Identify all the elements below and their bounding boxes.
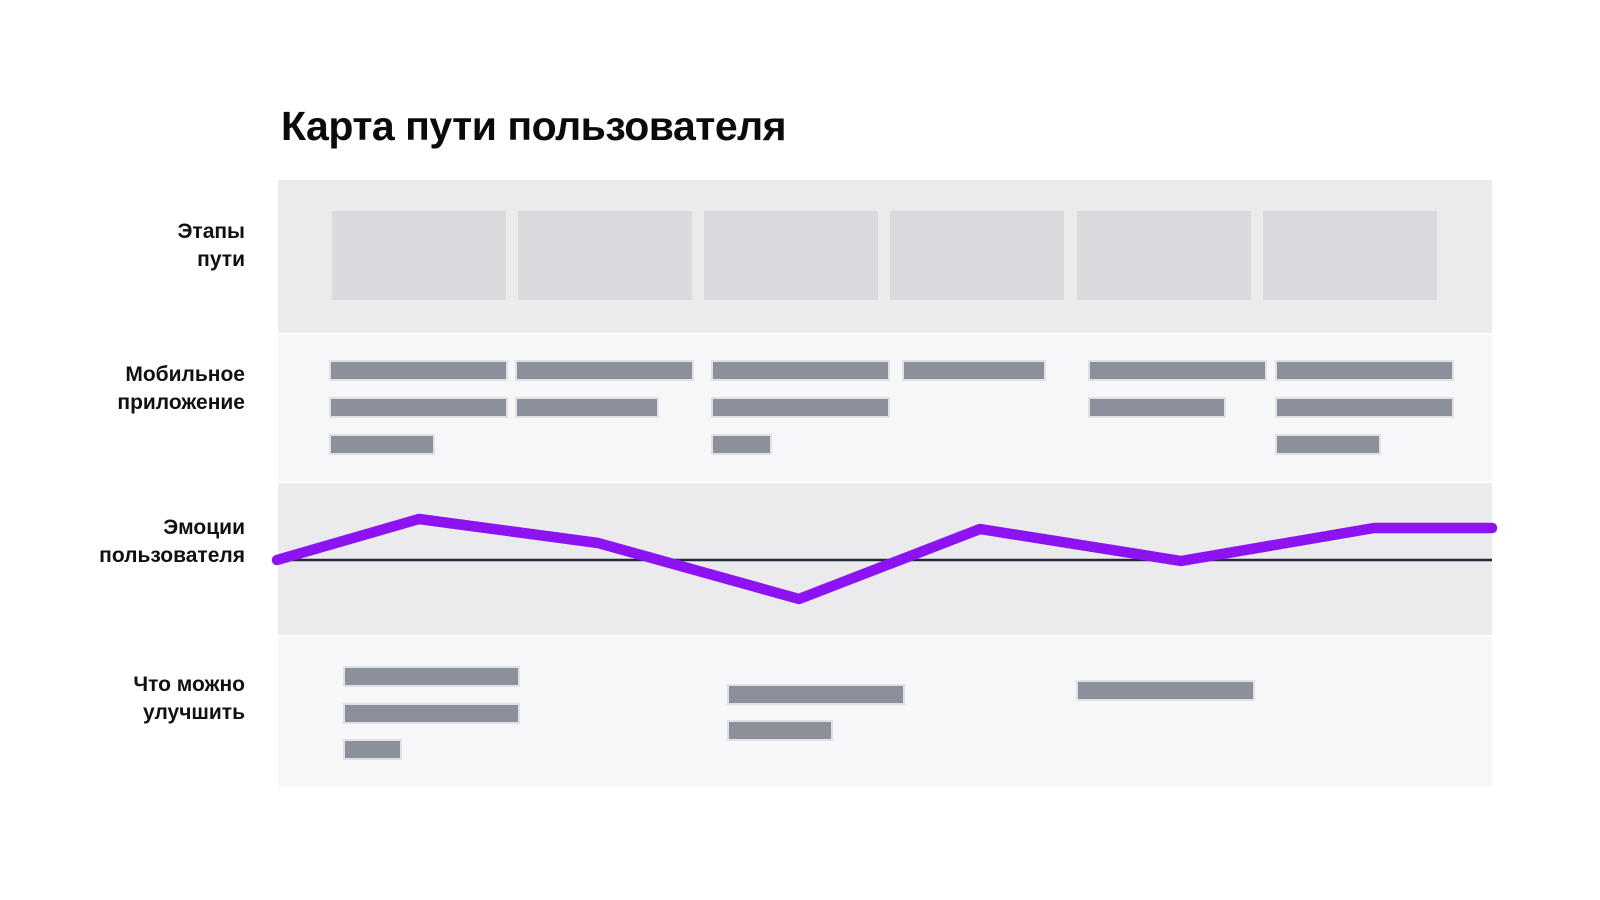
row-label-journey-stages: Этапы пути — [177, 220, 245, 271]
stage-placeholder-box — [1077, 211, 1251, 300]
stage-placeholder-box — [332, 211, 506, 300]
row-label-improvements: Что можно улучшить — [133, 673, 245, 724]
mobile-app-placeholder-bar — [331, 436, 433, 453]
mobile-app-placeholder-bar — [713, 362, 888, 379]
improvement-placeholder-bar — [729, 722, 831, 739]
mobile-app-placeholder-bar — [1090, 399, 1224, 416]
improvement-placeholder-bar — [1078, 682, 1253, 699]
stage-placeholder-box — [890, 211, 1064, 300]
mobile-app-placeholder-bar — [1277, 436, 1379, 453]
mobile-app-placeholder-bar — [517, 362, 692, 379]
mobile-app-placeholder-bar — [1277, 399, 1452, 416]
improvement-placeholder-bar — [345, 705, 518, 722]
band-user-emotions — [278, 483, 1492, 635]
row-label-mobile-app: Мобильное приложение — [117, 363, 245, 414]
stage-placeholder-box — [1263, 211, 1437, 300]
stage-placeholder-box — [704, 211, 878, 300]
mobile-app-placeholder-bar — [713, 399, 888, 416]
mobile-app-placeholder-bar — [517, 399, 657, 416]
page-title: Карта пути пользователя — [281, 103, 787, 150]
improvement-placeholder-bar — [729, 686, 903, 703]
improvement-placeholder-bar — [345, 668, 518, 685]
mobile-app-placeholder-bar — [331, 399, 506, 416]
mobile-app-placeholder-bar — [1277, 362, 1452, 379]
mobile-app-placeholder-bar — [331, 362, 506, 379]
mobile-app-placeholder-bar — [713, 436, 770, 453]
improvement-placeholder-bar — [345, 741, 400, 758]
stage-placeholder-box — [518, 211, 692, 300]
row-label-user-emotions: Эмоции пользователя — [99, 516, 245, 567]
mobile-app-placeholder-bar — [904, 362, 1044, 379]
mobile-app-placeholder-bar — [1090, 362, 1265, 379]
